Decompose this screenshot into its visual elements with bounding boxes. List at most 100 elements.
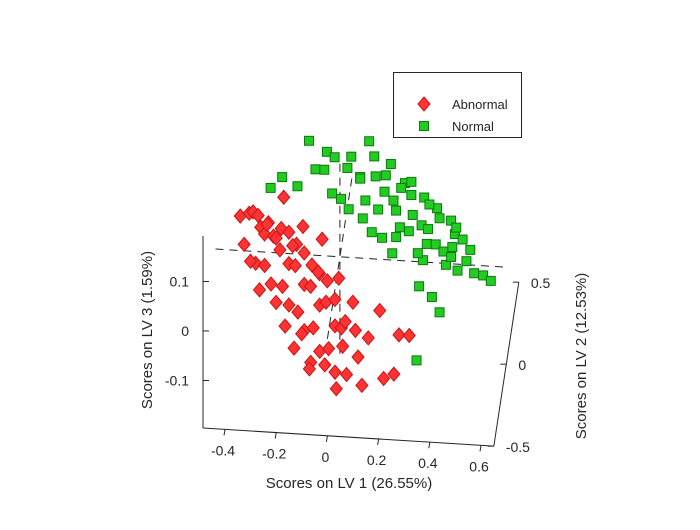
data-point-diamond (338, 313, 352, 330)
x-tick-mark (377, 438, 380, 446)
data-point-diamond (273, 242, 287, 258)
y-tick-label: 0 (518, 357, 526, 373)
data-point-diamond (306, 320, 320, 336)
data-point-square (412, 248, 423, 259)
data-point-diamond (335, 338, 350, 354)
data-point-square (387, 248, 398, 259)
data-point-square (321, 146, 332, 157)
data-point-diamond (392, 327, 406, 343)
y-axis-label: Scores on LV 2 (12.53%) (573, 273, 590, 439)
data-point-diamond (302, 361, 317, 377)
data-point-square (421, 238, 432, 249)
data-point-diamond (252, 282, 267, 298)
data-point-diamond (320, 273, 334, 289)
data-point-square (385, 159, 396, 170)
x-tick-label: -0.2 (262, 446, 286, 462)
data-point-square (373, 204, 384, 215)
data-point-diamond (251, 207, 265, 224)
data-point-diamond (269, 230, 283, 246)
data-points (233, 135, 496, 397)
data-point-diamond (402, 327, 416, 344)
data-point-square (360, 195, 371, 206)
data-point-square (292, 181, 303, 192)
data-point-square (327, 188, 338, 199)
data-point-diamond (321, 340, 336, 357)
data-point-square (451, 222, 462, 233)
data-point-square (396, 182, 407, 193)
x-axis-line (202, 427, 494, 447)
legend-label-normal: Normal (452, 119, 494, 134)
data-point-square (335, 193, 346, 204)
data-point-square (434, 307, 445, 318)
axes-box (202, 235, 520, 452)
data-point-diamond (287, 340, 301, 356)
x-tick-mark (274, 432, 277, 439)
z-tick-label: -0.1 (165, 372, 189, 388)
series-normal (265, 135, 496, 366)
data-point-diamond (288, 257, 302, 274)
data-point-square (377, 232, 388, 243)
x-tick-label: 0.2 (367, 452, 387, 468)
data-point-square (406, 176, 417, 187)
x-tick-mark (223, 429, 226, 436)
data-point-square (407, 209, 418, 220)
y-tick-label: -0.5 (506, 439, 530, 455)
data-point-square (391, 232, 402, 243)
data-point-square (364, 136, 375, 147)
data-point-diamond (277, 189, 291, 206)
data-point-diamond (269, 294, 283, 311)
data-point-diamond (351, 349, 365, 365)
data-point-diamond (332, 270, 346, 287)
data-point-diamond (361, 330, 375, 346)
data-point-diamond (260, 216, 274, 233)
data-point-square (369, 151, 380, 162)
data-point-square (394, 222, 405, 233)
legend-diamond-icon (417, 96, 431, 112)
data-point-diamond (329, 380, 343, 397)
x-axis-label: Scores on LV 1 (26.55%) (266, 475, 432, 492)
data-point-diamond (376, 370, 391, 387)
data-point-square (319, 164, 330, 175)
data-point-diamond (373, 302, 387, 319)
legend: Abnormal Normal (393, 72, 522, 138)
data-point-diamond (315, 231, 329, 248)
data-point-square (379, 186, 390, 197)
data-point-square (304, 135, 315, 146)
data-point-square (447, 242, 458, 253)
data-point-square (452, 265, 463, 276)
data-point-diamond (286, 237, 300, 254)
x-tick-mark (479, 445, 482, 452)
data-point-square (343, 204, 354, 215)
series-abnormal (233, 189, 416, 397)
data-point-square (388, 195, 399, 206)
data-point-square (440, 259, 451, 270)
data-point-square (414, 281, 425, 292)
data-point-square (485, 275, 496, 286)
data-point-diamond (257, 257, 272, 274)
data-point-square (411, 355, 422, 366)
data-point-diamond (275, 278, 290, 295)
data-point-diamond (278, 318, 292, 334)
data-point-square (346, 151, 357, 162)
data-point-diamond (303, 278, 318, 295)
data-point-square (406, 189, 417, 200)
data-point-diamond (328, 364, 342, 380)
data-point-square (403, 226, 414, 237)
data-point-diamond (296, 218, 310, 235)
x-tick-mark (428, 442, 431, 449)
data-point-square (366, 227, 377, 238)
data-point-diamond (237, 236, 251, 253)
x-tick-label: 0 (322, 449, 330, 465)
z-axis-label: Scores on LV 3 (1.59%) (139, 251, 156, 409)
x-tick-label: -0.4 (211, 442, 235, 458)
data-point-square (380, 170, 391, 181)
data-point-diamond (264, 276, 278, 292)
data-point-square (277, 172, 288, 183)
data-point-square (417, 255, 428, 266)
data-point-square (423, 224, 434, 235)
data-point-diamond (339, 366, 354, 383)
data-point-square (424, 199, 435, 210)
x-tick-label: 0.4 (418, 455, 438, 471)
data-point-square (465, 244, 476, 255)
